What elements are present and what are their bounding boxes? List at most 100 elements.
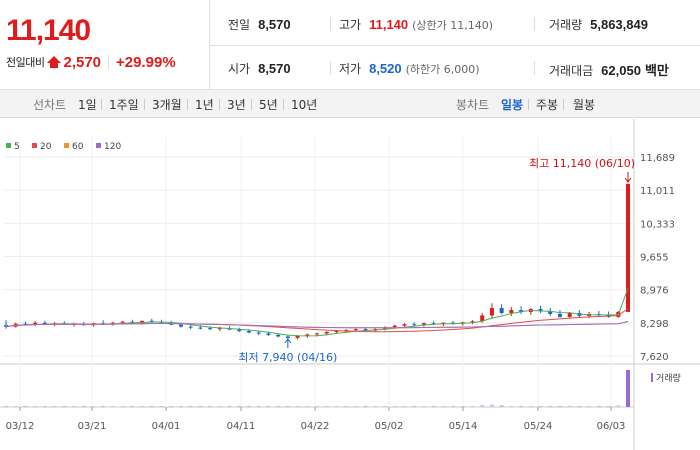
candle-body <box>246 331 251 333</box>
volume-legend-swatch <box>651 373 653 382</box>
divider <box>330 61 331 75</box>
volume-bar <box>519 406 524 407</box>
volume-stat: 거래량 5,863,849 <box>549 16 648 33</box>
volume-bar <box>159 406 164 407</box>
tab-candle-chart[interactable]: 봉차트 <box>456 98 490 112</box>
change-rate: +29.99% <box>116 53 176 71</box>
legend-label: 20 <box>40 142 52 152</box>
volume-bar <box>606 406 611 407</box>
volume-bar <box>373 406 378 407</box>
volume-bar <box>295 406 300 407</box>
candle-body <box>567 312 572 317</box>
prev-close-label: 전일 <box>228 18 251 32</box>
volume-bar <box>4 406 8 407</box>
candle-body <box>23 323 28 325</box>
upper-limit: (상한가 11,140) <box>412 19 494 32</box>
divider <box>144 99 145 110</box>
divider <box>101 99 102 110</box>
volume-bar <box>470 406 475 407</box>
tab-5-years[interactable]: 5년 <box>259 98 278 112</box>
divider <box>210 45 700 46</box>
tab-daily[interactable]: 일봉 <box>501 98 524 112</box>
volume-bar <box>626 370 630 407</box>
tab-line-chart[interactable]: 선차트 <box>33 98 67 112</box>
volume-bar <box>334 406 339 407</box>
volume-bar <box>266 406 271 407</box>
candle-body <box>421 323 426 325</box>
candle-body <box>276 334 281 337</box>
legend-swatch <box>6 143 11 148</box>
high-label: 고가 <box>339 18 362 32</box>
volume-bar <box>315 406 319 407</box>
volume-bar <box>353 406 358 407</box>
volume-bar <box>130 406 135 407</box>
candle-body <box>305 334 310 336</box>
tab-3-years[interactable]: 3년 <box>227 98 246 112</box>
candle-body <box>33 322 38 325</box>
volume-bar <box>587 406 592 407</box>
tab-weekly[interactable]: 주봉 <box>536 98 559 112</box>
x-tick-label: 03/21 <box>78 421 107 432</box>
tab-3-months[interactable]: 3개월 <box>152 98 182 112</box>
legend-swatch <box>32 143 37 148</box>
open-stat: 시가 8,570 <box>228 60 291 77</box>
volume-bar <box>499 405 504 407</box>
tab-1-day[interactable]: 1일 <box>78 98 97 112</box>
open-label: 시가 <box>228 62 251 76</box>
prev-close-value: 8,570 <box>258 17 291 32</box>
change-value: 2,570 <box>63 53 102 71</box>
low-annotation: 최저 7,940 (04/16) <box>238 351 337 364</box>
volume-bar <box>480 405 485 407</box>
candle-body <box>315 333 319 335</box>
volume-bar <box>460 406 465 407</box>
volume-bar <box>363 406 368 407</box>
price-chart[interactable]: 11,689 11,011 10,333 9,655 8,976 8,298 7,620 03… <box>0 119 700 450</box>
price-box: 11,140 전일대비 2,570 +29.99% <box>0 0 210 90</box>
tab-10-years[interactable]: 10년 <box>291 98 318 112</box>
volume-bar <box>33 406 38 407</box>
up-arrow-icon <box>47 55 62 68</box>
volume-bar <box>616 405 621 407</box>
volume-bar <box>421 406 426 407</box>
tab-1-year[interactable]: 1년 <box>195 98 214 112</box>
volume-bar <box>208 406 213 407</box>
candle-body <box>538 309 543 312</box>
open-value: 8,570 <box>258 61 291 76</box>
volume-bar <box>101 406 106 407</box>
trade-amount-stat: 거래대금 62,050 백만 <box>549 60 669 79</box>
candle-body <box>402 324 407 326</box>
candle-body <box>324 332 329 334</box>
tab-monthly[interactable]: 월봉 <box>573 98 596 112</box>
volume-bar <box>81 406 86 407</box>
lower-limit: (하한가 6,000) <box>405 63 480 76</box>
ma-line-5 <box>5 288 629 337</box>
candlestick-chart-svg: 11,689 11,011 10,333 9,655 8,976 8,298 7,620 03… <box>0 119 700 450</box>
candle-body <box>198 327 203 329</box>
volume-bar <box>567 405 572 407</box>
high-annotation: 최고 11,140 (06/10) <box>529 157 635 170</box>
prev-close-stat: 전일 8,570 <box>228 16 291 33</box>
candle-body <box>557 313 562 317</box>
candle-body <box>392 325 397 328</box>
candle-body <box>42 322 47 325</box>
volume-bar <box>246 406 251 407</box>
trade-amount-unit: 백만 <box>644 63 669 78</box>
volume-bar <box>451 406 456 407</box>
divider <box>563 99 564 110</box>
candle-body <box>4 325 8 327</box>
tab-1-week[interactable]: 1주일 <box>109 98 139 112</box>
volume-bar <box>509 406 514 407</box>
volume-bar <box>305 406 310 407</box>
low-label: 저가 <box>339 62 362 76</box>
volume-bar <box>548 406 553 407</box>
volume-bar <box>110 406 115 407</box>
divider <box>330 17 331 31</box>
divider <box>283 99 284 110</box>
candle-body <box>188 326 193 328</box>
stock-summary: 11,140 전일대비 2,570 +29.99% 전일 8,570 고가 11… <box>0 0 700 90</box>
candle-body <box>178 324 183 327</box>
trade-amount-label: 거래대금 <box>549 64 594 78</box>
candle-body <box>120 321 125 323</box>
volume-bar <box>276 406 281 407</box>
candle-body <box>353 329 358 331</box>
